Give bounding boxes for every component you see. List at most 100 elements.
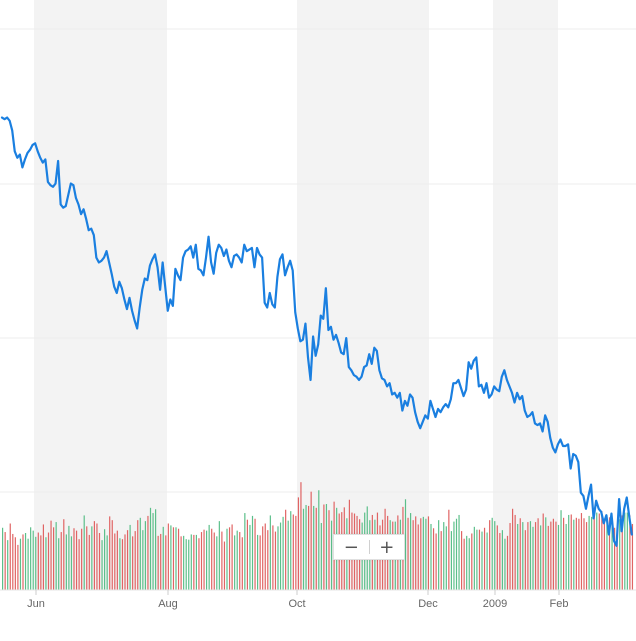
volume-bar [532,526,534,590]
volume-bar [512,508,514,590]
volume-bar [575,517,577,590]
volume-bar [155,509,157,590]
volume-bar [101,540,103,591]
volume-bar [412,520,414,590]
volume-bar [297,497,299,591]
volume-bar [606,514,608,590]
volume-bar [410,513,412,590]
volume-bar [190,534,192,590]
volume-bar [129,524,131,590]
volume-bar [616,532,618,590]
volume-bar [249,524,251,590]
volume-bar [180,536,182,590]
volume-bar [234,535,236,591]
volume-bar [165,535,167,591]
volume-bar [313,505,315,591]
zoom-in-button[interactable]: + [379,536,395,558]
x-tick-label: 2009 [483,598,507,610]
volume-bar [19,538,22,590]
volume-bar [65,534,67,590]
volume-bar [438,520,440,590]
volume-bar [529,521,532,591]
volume-bar [139,517,141,590]
volume-bar [608,517,611,590]
volume-bar [583,518,585,590]
volume-bar [27,538,29,590]
volume-bar [9,523,11,590]
volume-bar [496,525,498,590]
volume-bar [542,513,544,590]
volume-bar [12,533,14,590]
volume-bar [206,530,208,591]
volume-bar [524,530,526,590]
volume-bar [7,540,9,591]
volume-bar [471,533,473,590]
month-band [34,0,167,590]
volume-bar [570,514,572,590]
volume-bar [157,535,159,590]
volume-bar [534,522,537,590]
volume-bar [468,538,470,590]
volume-bar [264,523,266,590]
volume-bar [4,532,6,590]
volume-bar [37,532,39,590]
volume-bar [427,516,430,591]
volume-bar [415,516,417,591]
x-axis-ticks: Jun Aug Oct Dec 2009 Feb [27,590,568,610]
x-tick-label: Feb [550,598,569,610]
volume-bar [172,527,175,590]
volume-bar [325,504,328,590]
volume-bar [473,526,475,590]
volume-bar [458,514,460,590]
x-tick-label: Aug [158,598,178,610]
x-tick-label: Oct [288,598,305,610]
volume-bar [629,515,631,590]
volume-bar [545,517,547,590]
volume-bar [109,516,111,591]
volume-bar [114,533,116,590]
volume-bar [323,504,325,590]
volume-bar [104,529,106,590]
volume-bar [547,525,549,591]
volume-bar [183,535,185,590]
volume-bar [75,530,78,591]
volume-bar [506,535,509,590]
volume-bar [588,515,590,590]
volume-bar [83,515,85,590]
volume-bar [254,518,256,590]
volume-bar [42,524,44,590]
volume-bar [305,504,307,590]
volume-bar [585,522,588,590]
volume-bar [519,518,521,590]
volume-bar [244,513,246,590]
volume-bar [404,499,407,590]
volume-bar [111,520,113,590]
volume-bar [417,524,419,590]
volume-bar [527,522,529,590]
volume-bar [35,536,37,590]
volume-bar [550,521,552,590]
volume-bar [152,513,154,590]
volume-bar [601,511,603,590]
volume-bar [560,510,562,590]
zoom-out-button[interactable]: − [343,536,359,558]
volume-bar [499,533,501,590]
volume-bar [489,520,491,590]
volume-bar [463,538,465,590]
volume-bar [476,529,478,590]
volume-bar [514,514,516,590]
volume-bar [295,515,297,590]
volume-bar [407,517,409,590]
volume-bar [241,537,243,590]
volume-bar [167,523,169,590]
volume-bar [308,505,310,591]
volume-bar [501,530,503,590]
volume-bar [461,531,463,590]
volume-bar [453,521,455,590]
volume-bar [466,535,468,590]
volume-bar [557,524,560,590]
volume-bar [98,533,101,590]
volume-bar [522,522,524,590]
volume-bar [73,528,75,590]
